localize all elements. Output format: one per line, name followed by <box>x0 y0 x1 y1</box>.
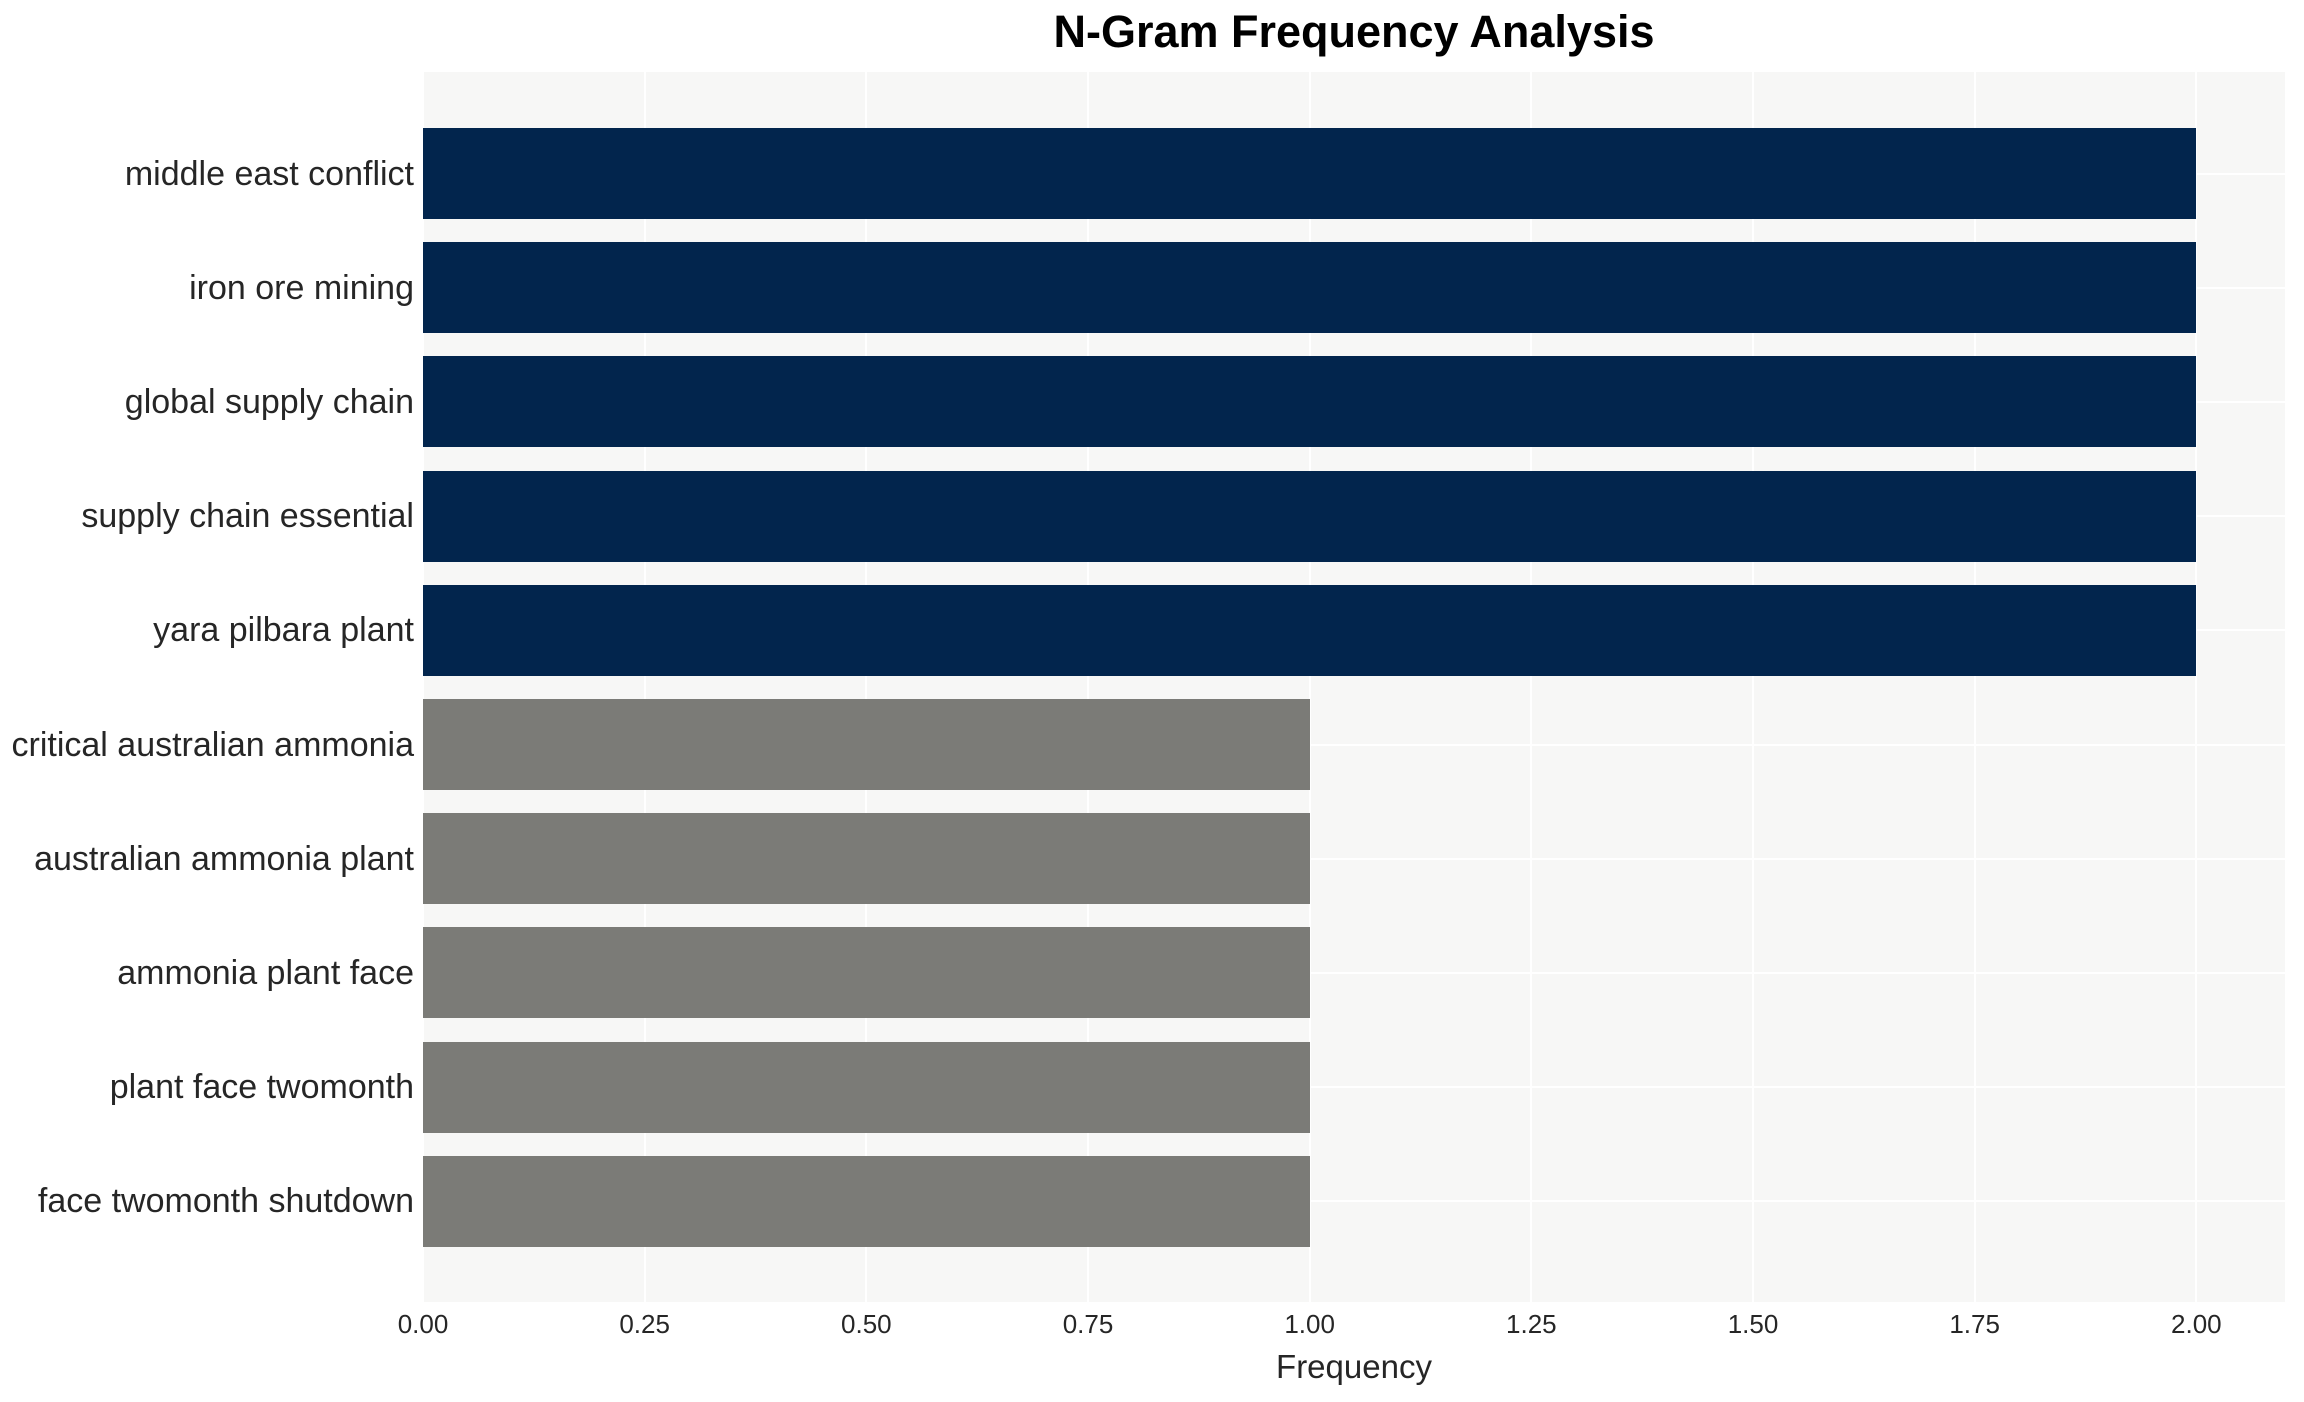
x-tick-label: 2.00 <box>2171 1309 2222 1339</box>
bar <box>423 242 2197 334</box>
x-tick-label: 1.50 <box>1727 1309 1779 1339</box>
bar <box>423 1041 1310 1133</box>
plot-area <box>422 72 2285 1302</box>
bar <box>423 1155 1310 1247</box>
y-tick-label: australian ammonia plant <box>34 839 414 878</box>
bar <box>423 927 1310 1019</box>
x-tick-label: 0.50 <box>841 1309 892 1339</box>
chart-title: N-Gram Frequency Analysis <box>1053 6 1655 57</box>
x-tick-label: 1.75 <box>1949 1309 2000 1339</box>
y-tick-label: iron ore mining <box>189 268 414 307</box>
y-tick-label: global supply chain <box>124 382 414 421</box>
x-tick-label: 0.75 <box>1062 1309 1114 1339</box>
x-tick-label: 0.00 <box>397 1309 449 1339</box>
bar <box>423 128 2197 219</box>
bar <box>423 813 1310 905</box>
y-tick-label: plant face twomonth <box>109 1068 414 1107</box>
v-gridline <box>1087 72 1089 1302</box>
h-gridline <box>423 1086 2285 1089</box>
bar <box>423 470 2197 562</box>
x-tick-label: 0.25 <box>619 1309 670 1339</box>
x-axis-title: Frequency <box>1276 1348 1432 1385</box>
y-tick-label: face twomonth shutdown <box>37 1182 414 1221</box>
x-tick-label: 1.25 <box>1506 1309 1557 1339</box>
v-gridline <box>1530 72 1533 1302</box>
y-tick-label: supply chain essential <box>81 497 414 536</box>
v-gridline <box>1308 72 1311 1302</box>
v-gridline <box>2195 72 2198 1302</box>
v-gridline <box>1973 72 1976 1302</box>
y-tick-label: yara pilbara plant <box>153 611 414 650</box>
y-tick-label: middle east conflict <box>124 154 414 193</box>
v-gridline <box>1752 72 1754 1302</box>
x-tick-label: 1.00 <box>1284 1309 1335 1339</box>
bar <box>423 356 2197 448</box>
y-tick-label: critical australian ammonia <box>11 725 415 764</box>
y-tick-label: ammonia plant face <box>117 953 414 992</box>
h-gridline <box>423 971 2285 974</box>
bar <box>423 699 1310 790</box>
v-gridline <box>643 72 646 1302</box>
h-gridline <box>423 743 2285 746</box>
bar <box>423 584 2197 676</box>
v-gridline <box>865 72 868 1302</box>
v-gridline <box>422 72 424 1302</box>
h-gridline <box>423 1200 2285 1203</box>
h-gridline <box>423 857 2285 860</box>
